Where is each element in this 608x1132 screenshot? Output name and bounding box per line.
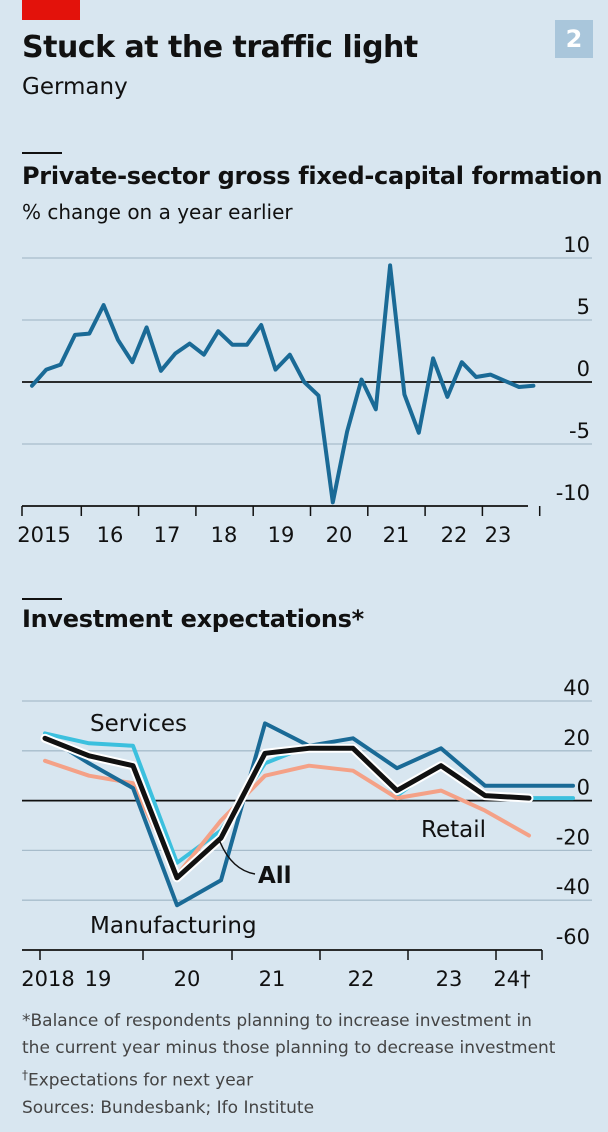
x-tick-label: 2015 xyxy=(17,523,70,547)
x-tick-label: 19 xyxy=(85,967,112,991)
y-tick-label: -5 xyxy=(569,419,590,443)
x-tick-label: 19 xyxy=(268,523,295,547)
x-tick-label: 23 xyxy=(485,523,512,547)
gfcf-line xyxy=(30,263,536,505)
x-tick-label: 22 xyxy=(348,967,375,991)
x-tick-label: 16 xyxy=(97,523,124,547)
x-tick-label: 20 xyxy=(174,967,201,991)
chart2-title: Investment expectations* xyxy=(22,605,364,633)
dagger-mark: † xyxy=(22,1068,28,1082)
y-tick-label: 0 xyxy=(577,776,590,800)
gfcf-chart: 10 5 0 -5 -10 2015 16 17 18 19 20 21 22 23 xyxy=(17,233,592,547)
footnote-line-2: the current year minus those planning to… xyxy=(22,1038,556,1058)
all-line xyxy=(42,735,532,881)
y-tick-label: -20 xyxy=(556,825,590,849)
series-label: Retail xyxy=(421,817,486,843)
footnote-line-3: Expectations for next year xyxy=(28,1070,254,1091)
chart1-subtitle: % change on a year earlier xyxy=(22,200,293,224)
series-label: Manufacturing xyxy=(90,913,257,939)
y-tick-label: 0 xyxy=(577,357,590,381)
y-tick-label: -60 xyxy=(556,925,590,949)
y-tick-label: 5 xyxy=(577,295,590,319)
y-tick-label: 20 xyxy=(563,726,590,750)
y-tick-label: -40 xyxy=(556,875,590,899)
x-tick-label: 20 xyxy=(326,523,353,547)
all-leader-line xyxy=(219,841,256,875)
x-tick-label: 18 xyxy=(211,523,238,547)
chart-number-badge: 2 xyxy=(555,20,593,58)
x-tick-label: 23 xyxy=(436,967,463,991)
x-tick-label: 21 xyxy=(259,967,286,991)
x-tick-label: 2018 xyxy=(21,967,74,991)
sources: Sources: Bundesbank; Ifo Institute xyxy=(22,1097,315,1118)
y-tick-label: -10 xyxy=(556,481,590,505)
y-tick-label: 10 xyxy=(563,233,590,257)
chart2-rule xyxy=(22,598,62,600)
economist-red-tag xyxy=(22,0,80,20)
x-tick-label: 21 xyxy=(383,523,410,547)
x-tick-label: 24† xyxy=(493,967,530,991)
footnote-dagger-line: †Expectations for next year xyxy=(22,1062,592,1095)
footnote-line-1: *Balance of respondents planning to incr… xyxy=(22,1011,532,1031)
series-label: Services xyxy=(90,711,187,737)
chart1-title: Private-sector gross fixed-capital forma… xyxy=(22,162,603,190)
footnotes: *Balance of respondents planning to incr… xyxy=(22,1008,592,1122)
investment-expectations-chart: 40 20 0 -20 -40 -60 2018 19 20 21 22 23 24† Services A… xyxy=(21,676,592,991)
x-tick-label: 22 xyxy=(441,523,468,547)
chart1-rule xyxy=(22,152,62,154)
series-label: All xyxy=(258,863,292,889)
page-subtitle: Germany xyxy=(22,74,128,100)
y-tick-label: 40 xyxy=(563,676,590,700)
page-title: Stuck at the traffic light xyxy=(22,30,418,65)
x-tick-label: 17 xyxy=(154,523,181,547)
